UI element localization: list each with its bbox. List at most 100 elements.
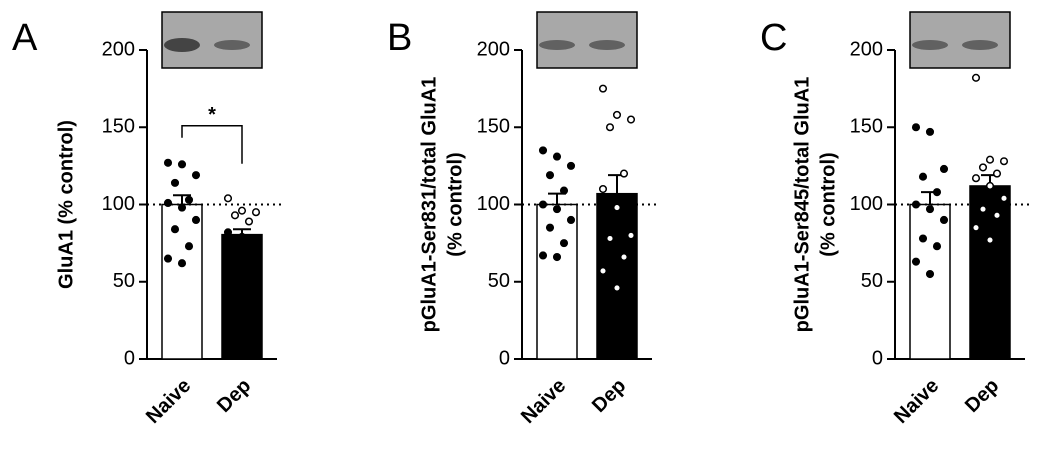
y-tick-label: 0 [499,347,510,369]
data-point [911,123,921,132]
data-point [992,211,1002,220]
data-point [971,174,981,183]
data-point [985,155,995,164]
data-point [978,205,988,214]
data-point [191,215,201,224]
blot-band [962,40,998,50]
data-point [992,169,1002,178]
data-point [918,234,928,243]
data-point [184,195,194,204]
data-point [985,181,995,191]
data-point [559,186,569,195]
x-tick-label: Dep [961,375,1003,417]
data-point [237,232,247,241]
data-point [170,225,180,234]
data-point [918,172,928,181]
data-point [244,217,254,226]
bar [969,185,1011,360]
blot [909,11,1011,69]
y-tick-label: 200 [477,38,510,60]
panel-label: B [387,17,412,59]
data-point [191,171,201,180]
data-point [971,223,981,232]
data-point [925,127,935,136]
data-point [230,243,240,252]
data-point [626,231,636,240]
data-point [559,239,569,248]
y-tick-label: 0 [872,347,883,369]
y-axis-label: pGluA1-Ser831/total GluA1 [418,77,440,333]
bar [161,203,203,360]
data-point [619,169,629,178]
data-point [545,171,555,180]
y-tick-label: 150 [850,116,883,138]
y-axis-label: (% control) [817,152,839,256]
blot-band [539,40,575,50]
data-point [925,269,935,279]
data-point [566,215,576,224]
error-bar [608,174,626,194]
y-tick-label: 100 [477,193,510,215]
error-bar [173,194,191,205]
y-tick-label: 50 [113,270,135,292]
data-point [932,188,942,197]
y-tick-label: 200 [102,38,135,60]
x-tick-label: Dep [588,375,630,417]
data-point [552,205,562,214]
blot-band [214,40,250,50]
data-point [612,203,622,212]
data-point [184,242,194,251]
y-tick-label: 0 [124,347,135,369]
blot-band [912,40,948,50]
data-point [170,178,180,187]
x-tick-label: Naive [142,375,195,428]
data-point [177,259,187,268]
bar [909,203,951,360]
data-point [251,208,261,217]
data-point [237,206,247,215]
y-tick-label: 200 [850,38,883,60]
y-tick-label: 50 [488,270,510,292]
data-point [545,223,555,232]
bar [596,192,638,360]
y-tick-label: 100 [850,193,883,215]
bar [536,203,578,360]
y-tick-label: 150 [477,116,510,138]
data-point [598,185,608,194]
y-axis-label: GluA1 (% control) [55,120,77,289]
data-point [237,262,247,271]
panel-label: A [12,17,38,59]
bar [221,233,263,360]
data-point [619,252,629,262]
data-point [971,73,981,82]
data-point [177,203,187,212]
data-point [999,157,1009,166]
data-point [925,205,935,214]
x-tick-label: Naive [517,375,570,428]
blot-band [589,40,625,50]
x-tick-label: Dep [213,375,255,417]
data-point [626,115,636,124]
data-point [223,256,233,265]
data-point [605,234,615,243]
error-bar [548,192,566,205]
data-point [566,161,576,170]
y-axis-label: (% control) [444,152,466,256]
data-point [978,163,988,172]
data-point [230,211,240,220]
significance-bracket [181,125,243,164]
y-tick-label: 150 [102,116,135,138]
data-point [939,164,949,174]
data-point [932,242,942,251]
data-point [251,235,261,245]
data-point [177,160,187,169]
data-point [163,158,173,167]
panel-label: C [760,17,787,59]
blot [536,11,638,69]
data-point [985,235,995,245]
data-point [612,110,622,119]
data-point [163,254,173,263]
data-point [552,152,562,161]
blot-band [164,38,200,52]
